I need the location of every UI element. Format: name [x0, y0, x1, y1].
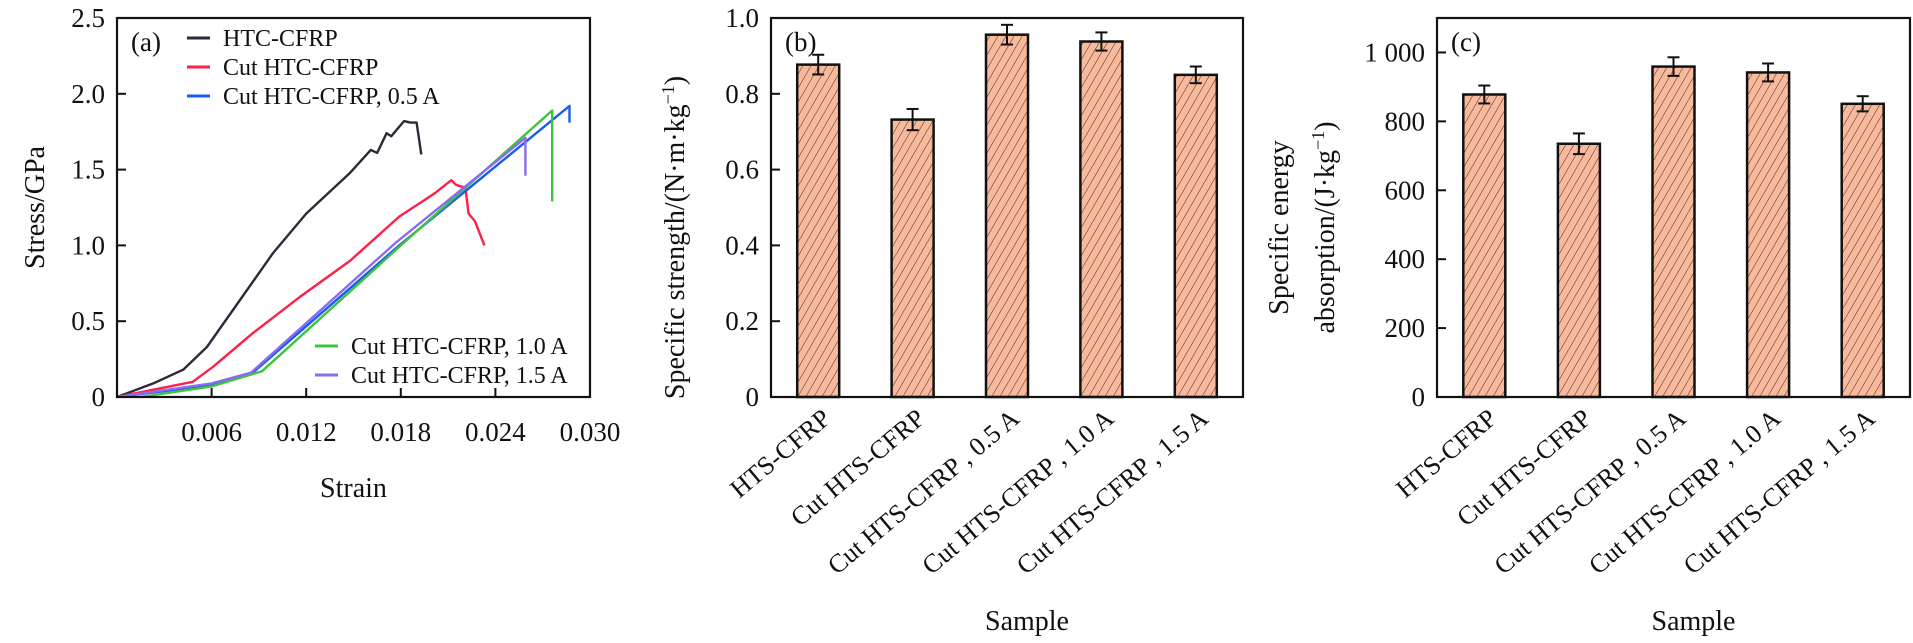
plot-frame: [1435, 16, 1912, 399]
y-tick-label: 600: [1385, 175, 1426, 205]
legend-item: Cut HTC-CFRP, 1.5 A: [315, 363, 568, 389]
legend-label: Cut HTC-CFRP, 1.5 A: [351, 363, 568, 389]
y-tick-label: 1.5: [71, 155, 105, 185]
bar: [1651, 65, 1696, 399]
y-tick-label: 0.2: [725, 306, 759, 336]
bar: [1462, 93, 1507, 399]
bar: [1173, 73, 1219, 399]
series-line-2: [116, 178, 486, 399]
y-tick-label: 200: [1385, 313, 1426, 343]
series-line-1: [116, 119, 423, 399]
error-bar: [1095, 31, 1108, 52]
x-tick-label: 0.006: [181, 417, 242, 447]
y-tick-label: 800: [1385, 106, 1426, 136]
y-tick-label: 0.8: [725, 79, 759, 109]
legend-item: Cut HTC-CFRP, 1.0 A: [315, 334, 568, 360]
bar: [1745, 71, 1791, 399]
y-axis-title-close: ): [1310, 121, 1341, 130]
error-bar: [1001, 23, 1013, 46]
y-tick-label: 0: [746, 382, 760, 412]
y-axis-title: Stress/GPa: [20, 145, 51, 268]
y-axis-title: Specific strength/(N·m·kg−1): [658, 76, 691, 399]
legend-item: Cut HTC-CFRP, 0.5 A: [187, 84, 440, 110]
bar: [1556, 142, 1602, 399]
y-tick-label: 0.5: [71, 306, 105, 336]
legend-label: Cut HTC-CFRP, 1.0 A: [351, 334, 568, 360]
error-bar: [1856, 95, 1869, 113]
y-tick-label: 0.4: [725, 230, 759, 260]
series-line-5: [116, 136, 527, 399]
panel-label: (a): [131, 27, 161, 57]
panel-a: 0 0.5 1.0 1.5 2.0 2.5 0.006 0.012 0.018 0.024 0.03…: [20, 3, 620, 504]
x-axis-title: Sample: [1652, 606, 1736, 637]
series-line-3: [116, 104, 571, 399]
legend-item: Cut HTC-CFRP: [187, 55, 378, 81]
y-tick-label: 1.0: [71, 230, 105, 260]
y-axis-title-superscript: −1: [658, 85, 678, 104]
legend-label: Cut HTC-CFRP, 0.5 A: [223, 84, 440, 110]
plot-frame: [769, 16, 1245, 399]
x-tick-label: 0.018: [370, 417, 431, 447]
panel-label: (b): [785, 27, 816, 57]
y-tick-label: 400: [1385, 244, 1426, 274]
y-axis-title-text: absorption/(J·kg: [1310, 150, 1341, 334]
error-bar: [1478, 84, 1491, 105]
error-bar: [812, 53, 825, 76]
y-axis-title-close: ): [660, 76, 691, 85]
error-bar: [1762, 62, 1775, 83]
y-tick-label: 0.6: [725, 155, 759, 185]
error-bar: [1572, 132, 1585, 156]
legend-item: HTC-CFRP: [187, 26, 338, 52]
y-tick-label: 0: [92, 382, 106, 412]
y-tick-label: 2.5: [71, 3, 105, 33]
series-line-4: [140, 109, 554, 399]
x-axis-title: Strain: [320, 473, 387, 504]
bar: [1079, 40, 1124, 399]
bar: [795, 63, 841, 399]
x-axis-title: Sample: [985, 606, 1069, 637]
legend-label: HTC-CFRP: [223, 26, 338, 52]
y-tick-label: 2.0: [71, 79, 105, 109]
bar: [984, 33, 1030, 399]
x-tick-label: 0.030: [560, 417, 621, 447]
bar: [890, 118, 935, 399]
bar: [1840, 102, 1885, 399]
panel-label: (c): [1451, 27, 1481, 57]
error-bar: [906, 107, 919, 132]
error-bar: [1189, 65, 1202, 85]
y-tick-label: 1 000: [1364, 37, 1425, 67]
y-tick-label: 1.0: [725, 3, 759, 33]
plot-frame: [115, 16, 592, 399]
error-bar: [1667, 56, 1680, 77]
y-axis-title-superscript: −1: [1308, 131, 1328, 150]
y-tick-label: 0: [1412, 382, 1426, 412]
legend-label: Cut HTC-CFRP: [223, 55, 378, 81]
y-axis-title-text: Specific strength/(N·m·kg: [660, 104, 691, 399]
y-axis-title: absorption/(J·kg−1): [1308, 121, 1341, 333]
y-axis-title-line1: Specific energy: [1264, 140, 1295, 314]
x-tick-label: 0.012: [276, 417, 337, 447]
x-tick-label: 0.024: [465, 417, 526, 447]
